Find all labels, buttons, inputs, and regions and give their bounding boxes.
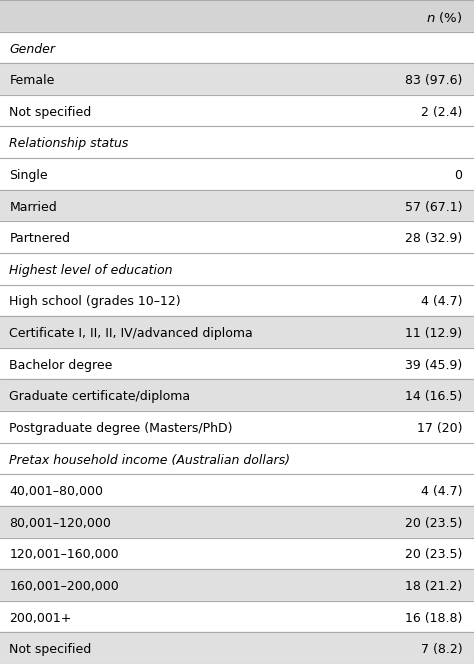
Text: 120,001–160,000: 120,001–160,000 [9,548,119,562]
Text: Married: Married [9,201,57,214]
Bar [0,379,474,411]
Text: Not specified: Not specified [9,643,92,656]
Text: 83 (97.6): 83 (97.6) [405,74,462,87]
Text: High school (grades 10–12): High school (grades 10–12) [9,295,181,309]
Text: 160,001–200,000: 160,001–200,000 [9,580,119,593]
Text: 7 (8.2): 7 (8.2) [420,643,462,656]
Text: 4 (4.7): 4 (4.7) [420,485,462,498]
Text: $\mathit{n}$ (%): $\mathit{n}$ (%) [426,10,462,25]
Text: 4 (4.7): 4 (4.7) [420,295,462,309]
Bar [0,221,474,253]
Bar [0,538,474,569]
Bar [0,0,474,32]
Text: Female: Female [9,74,55,87]
Bar [0,63,474,95]
Bar [0,569,474,601]
Bar [0,95,474,126]
Text: Bachelor degree: Bachelor degree [9,359,113,372]
Text: Single: Single [9,169,48,182]
Bar [0,632,474,664]
Bar [0,348,474,379]
Text: 20 (23.5): 20 (23.5) [405,517,462,530]
Bar [0,474,474,506]
Bar [0,316,474,348]
Bar [0,32,474,63]
Text: 20 (23.5): 20 (23.5) [405,548,462,562]
Bar [0,506,474,538]
Text: Gender: Gender [9,42,55,56]
Bar [0,285,474,316]
Text: 0: 0 [454,169,462,182]
Bar [0,443,474,474]
Text: Graduate certificate/diploma: Graduate certificate/diploma [9,390,191,403]
Text: 28 (32.9): 28 (32.9) [405,232,462,245]
Text: 2 (2.4): 2 (2.4) [421,106,462,119]
Text: 39 (45.9): 39 (45.9) [405,359,462,372]
Text: Partnered: Partnered [9,232,71,245]
Text: Not specified: Not specified [9,106,92,119]
Bar [0,411,474,443]
Bar [0,190,474,221]
Text: 17 (20): 17 (20) [417,422,462,435]
Text: Certificate I, II, II, IV/advanced diploma: Certificate I, II, II, IV/advanced diplo… [9,327,253,340]
Text: Relationship status: Relationship status [9,137,129,150]
Text: 11 (12.9): 11 (12.9) [405,327,462,340]
Text: Highest level of education: Highest level of education [9,264,173,277]
Bar [0,126,474,158]
Text: 57 (67.1): 57 (67.1) [405,201,462,214]
Text: 16 (18.8): 16 (18.8) [405,612,462,625]
Text: 80,001–120,000: 80,001–120,000 [9,517,111,530]
Bar [0,253,474,285]
Text: 18 (21.2): 18 (21.2) [405,580,462,593]
Text: Pretax household income (Australian dollars): Pretax household income (Australian doll… [9,454,291,467]
Bar [0,158,474,190]
Text: 200,001+: 200,001+ [9,612,72,625]
Text: 14 (16.5): 14 (16.5) [405,390,462,403]
Bar [0,601,474,632]
Text: Postgraduate degree (Masters/PhD): Postgraduate degree (Masters/PhD) [9,422,233,435]
Text: 40,001–80,000: 40,001–80,000 [9,485,103,498]
